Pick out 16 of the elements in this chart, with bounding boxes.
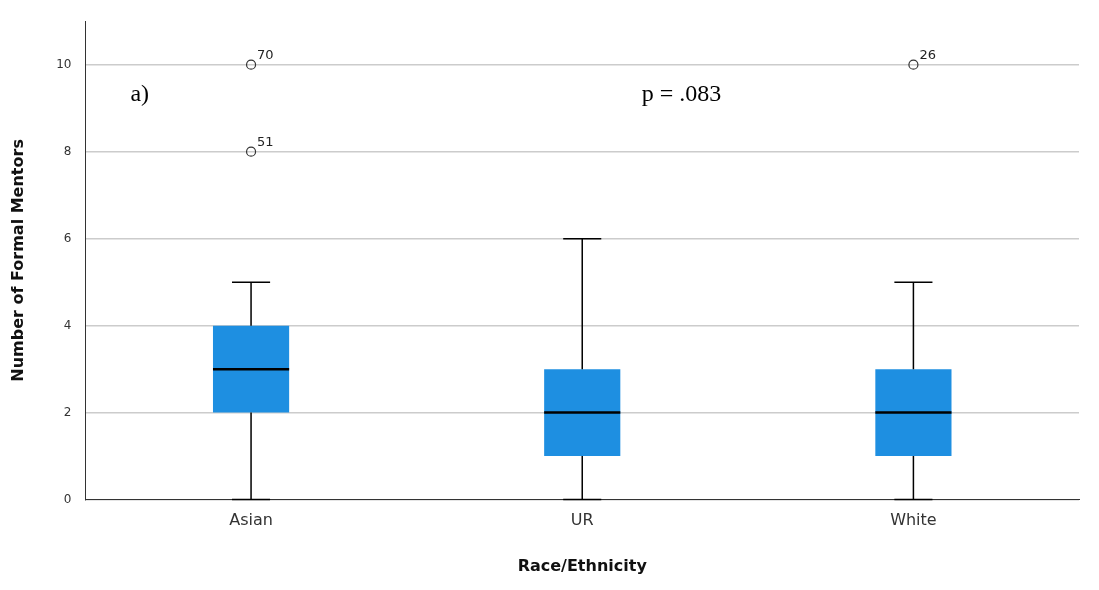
annotation: 70: [257, 46, 274, 62]
y-tick-label: 8: [63, 143, 72, 158]
y-tick-label: 4: [63, 317, 72, 332]
y-axis-title: Number of Formal Mentors: [7, 139, 27, 382]
x-tick-label: White: [890, 510, 937, 530]
y-tick-label: 0: [63, 491, 72, 506]
y-tick-label: 2: [63, 404, 72, 419]
y-tick-label: 10: [56, 56, 72, 71]
annotation: 26: [919, 46, 936, 62]
annotation: a): [130, 80, 150, 107]
annotation: 51: [257, 133, 274, 149]
x-tick-label: Asian: [229, 510, 273, 530]
x-tick-label: UR: [570, 510, 594, 530]
y-tick-label: 6: [63, 230, 72, 245]
annotation: p = .083: [641, 80, 722, 107]
x-axis-title: Race/Ethnicity: [517, 555, 648, 575]
